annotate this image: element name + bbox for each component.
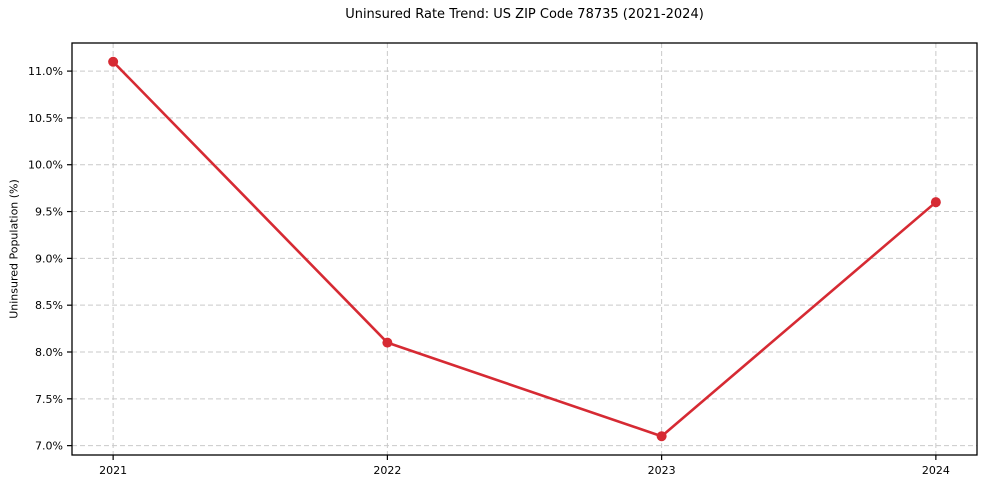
y-tick-label: 7.0% [35, 440, 63, 453]
y-tick-label: 8.0% [35, 346, 63, 359]
y-tick-label: 8.5% [35, 299, 63, 312]
trend-line [111, 60, 938, 438]
data-point-marker [930, 197, 941, 208]
x-tick-label: 2022 [373, 464, 401, 477]
y-tick-label: 9.0% [35, 252, 63, 265]
data-point-marker [656, 431, 667, 442]
x-tick-label: 2024 [922, 464, 950, 477]
x-tick-label: 2021 [99, 464, 127, 477]
data-point-marker [382, 337, 393, 348]
data-point-marker [108, 56, 119, 67]
y-tick-label: 9.5% [35, 206, 63, 219]
x-tick-label: 2023 [648, 464, 676, 477]
plot-area [72, 43, 977, 455]
y-tick-label: 10.0% [28, 159, 63, 172]
y-tick-label: 10.5% [28, 112, 63, 125]
y-tick-label: 11.0% [28, 65, 63, 78]
axes-spines [71, 42, 978, 456]
chart-title: Uninsured Rate Trend: US ZIP Code 78735 … [345, 7, 704, 22]
y-tick-label: 7.5% [35, 393, 63, 406]
